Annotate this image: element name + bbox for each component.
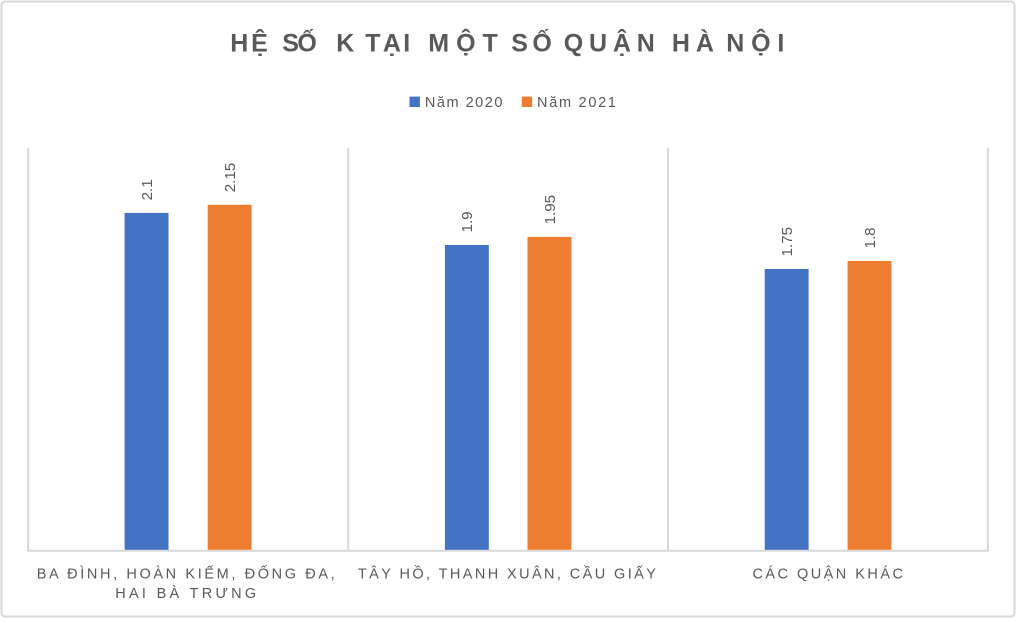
svg-text:MỘT: MỘT xyxy=(428,28,498,58)
svg-text:Năm 2020: Năm 2020 xyxy=(425,95,503,111)
svg-text:BA ĐÌNH, HOÀN KIẾM, ĐỐNG ĐA,: BA ĐÌNH, HOÀN KIẾM, ĐỐNG ĐA, xyxy=(37,564,335,582)
svg-text:SỐ: SỐ xyxy=(282,28,317,58)
svg-text:TÂY HỒ, THANH XUÂN, CẦU GIẤY: TÂY HỒ, THANH XUÂN, CẦU GIẤY xyxy=(358,564,656,582)
svg-text:1.95: 1.95 xyxy=(542,195,559,225)
svg-text:1.75: 1.75 xyxy=(779,227,796,257)
svg-text:Năm 2021: Năm 2021 xyxy=(537,95,616,111)
svg-text:SỐ: SỐ xyxy=(511,28,552,58)
svg-text:2.15: 2.15 xyxy=(222,163,239,193)
svg-text:1.9: 1.9 xyxy=(459,211,476,232)
svg-text:CÁC QUẬN KHÁC: CÁC QUẬN KHÁC xyxy=(752,565,903,582)
svg-text:HAI BÀ TRƯNG: HAI BÀ TRƯNG xyxy=(115,585,256,602)
svg-text:1.8: 1.8 xyxy=(862,227,879,248)
svg-text:TẠI: TẠI xyxy=(365,30,410,58)
svg-text:2.1: 2.1 xyxy=(139,179,156,200)
svg-text:K: K xyxy=(336,30,354,58)
